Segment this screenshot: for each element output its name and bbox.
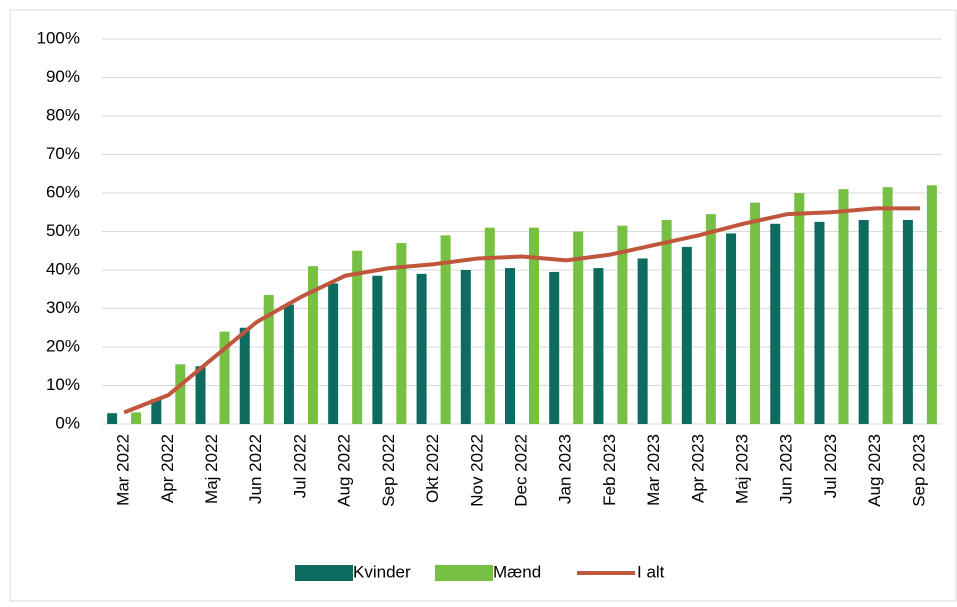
bar — [505, 268, 515, 424]
bar — [705, 214, 716, 424]
bar — [549, 271, 560, 424]
x-tick-label: Maj 2022 — [202, 434, 221, 504]
y-tick-label: 100% — [37, 28, 80, 47]
chart-frame — [9, 9, 957, 602]
bar — [416, 273, 427, 424]
legend-label: Mænd — [493, 562, 541, 581]
bar — [131, 412, 142, 424]
y-tick-label: 60% — [46, 182, 80, 201]
x-tick-label: Sep 2022 — [379, 434, 398, 507]
y-tick-label: 40% — [46, 259, 80, 278]
bar — [926, 185, 937, 424]
bar — [882, 187, 893, 424]
x-tick-label: Jul 2023 — [821, 434, 840, 498]
bar — [726, 233, 737, 424]
bar — [283, 304, 294, 424]
x-tick-label: Mar 2023 — [644, 434, 663, 506]
line — [123, 206, 920, 415]
y-tick-label: 90% — [46, 67, 80, 86]
y-tick-label: 80% — [46, 105, 80, 124]
bar — [858, 219, 869, 424]
bar — [529, 227, 539, 424]
legend-swatch — [435, 565, 493, 581]
bar — [219, 331, 230, 424]
x-tick-label: Okt 2022 — [423, 434, 442, 503]
x-tick-label: Dec 2022 — [511, 434, 530, 507]
bar — [637, 258, 648, 424]
bar — [484, 227, 495, 424]
bar — [239, 327, 250, 424]
y-tick-label: 20% — [46, 336, 80, 355]
bar — [307, 266, 318, 424]
bar — [661, 219, 672, 424]
bar — [195, 366, 206, 424]
bar — [902, 219, 913, 424]
x-tick-label: Jun 2023 — [777, 434, 796, 504]
x-tick-label: Sep 2023 — [909, 434, 928, 507]
x-tick-label: Apr 2022 — [158, 434, 177, 503]
x-tick-label: Jul 2022 — [290, 434, 309, 498]
bar — [372, 275, 383, 424]
bar — [107, 413, 118, 424]
bar — [396, 243, 407, 424]
bar — [593, 268, 604, 424]
y-tick-label: 30% — [46, 298, 80, 317]
x-tick-label: Nov 2022 — [467, 434, 486, 507]
bar — [460, 270, 471, 424]
bar — [328, 283, 339, 424]
x-tick-label: Apr 2023 — [688, 434, 707, 503]
x-tick-label: Maj 2023 — [733, 434, 752, 504]
legend-label: I alt — [637, 562, 665, 581]
legend-label: Kvinder — [353, 562, 411, 581]
bar — [750, 202, 761, 424]
y-tick-label: 70% — [46, 144, 80, 163]
x-tick-label: Feb 2023 — [600, 434, 619, 506]
legend-swatch — [295, 565, 353, 581]
y-tick-label: 0% — [55, 413, 80, 432]
bar — [814, 221, 825, 424]
x-tick-label: Jan 2023 — [556, 434, 575, 504]
x-tick-label: Aug 2022 — [335, 434, 354, 507]
x-tick-label: Mar 2022 — [114, 434, 133, 506]
bar — [440, 235, 451, 424]
x-tick-label: Aug 2023 — [865, 434, 884, 507]
bar — [175, 364, 186, 424]
bar — [573, 231, 584, 424]
bar — [681, 246, 692, 424]
y-tick-label: 50% — [46, 221, 80, 240]
bar — [151, 398, 162, 424]
bar — [617, 225, 628, 424]
bar — [794, 193, 805, 424]
bar — [838, 189, 849, 424]
bar — [263, 295, 274, 424]
bar — [770, 223, 781, 424]
y-tick-label: 10% — [46, 375, 80, 394]
bar — [352, 250, 363, 424]
x-tick-label: Jun 2022 — [246, 434, 265, 504]
